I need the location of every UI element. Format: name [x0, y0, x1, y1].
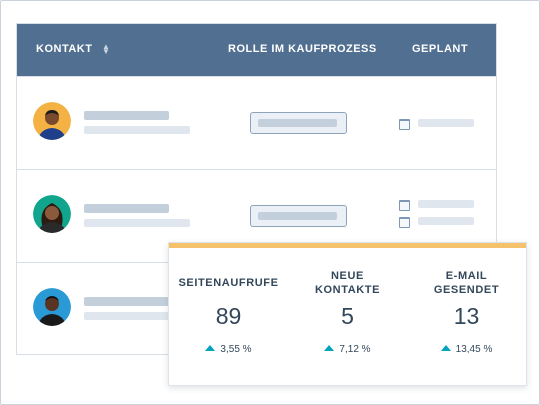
contact-name-placeholder [84, 204, 169, 213]
stat-label: NEUE KONTAKTE [314, 270, 381, 296]
column-header-role: ROLLE IM KAUFPROZESS [228, 43, 377, 55]
stat-emails-sent: E-MAIL GESENDET 13 13,45 % [407, 269, 526, 355]
trend-up-icon [440, 345, 451, 351]
stat-change-value: 7,12 % [339, 344, 371, 355]
stat-change-value: 3,55 % [220, 344, 252, 355]
stat-label: E-MAIL GESENDET [433, 270, 500, 296]
table-row[interactable] [17, 169, 496, 262]
avatar [33, 102, 71, 140]
column-header-planned: GEPLANT [412, 43, 469, 55]
contact-detail-placeholder [84, 219, 190, 227]
contact-detail-placeholder [84, 126, 190, 134]
column-header-contact[interactable]: KONTAKT ▲ ▼ [36, 42, 111, 57]
sort-icon[interactable]: ▲ ▼ [102, 42, 111, 57]
planned-item-placeholder [418, 119, 474, 127]
trend-up-icon [205, 345, 216, 351]
avatar [33, 195, 71, 233]
stat-change-value: 13,45 % [455, 344, 493, 355]
planned-item-placeholder [418, 200, 474, 208]
stat-new-contacts: NEUE KONTAKTE 5 7,12 % [288, 269, 407, 355]
role-select[interactable] [250, 205, 347, 227]
trend-up-icon [324, 345, 335, 351]
avatar [33, 288, 71, 326]
stat-value: 89 [215, 303, 242, 329]
stat-change: 3,55 % [169, 344, 288, 355]
contact-name-placeholder [84, 297, 169, 306]
stat-label: SEITENAUFRUFE [178, 277, 279, 289]
column-header-contact-label: KONTAKT [36, 43, 93, 55]
table-row[interactable] [17, 76, 496, 169]
calendar-icon [399, 119, 410, 130]
stat-value: 13 [453, 303, 480, 329]
contact-name-placeholder [84, 111, 169, 120]
contacts-table: KONTAKT ▲ ▼ ROLLE IM KAUFPROZESS GEPLANT [16, 23, 497, 355]
contact-detail-placeholder [84, 312, 190, 320]
calendar-icon [399, 200, 410, 211]
stats-card: SEITENAUFRUFE 89 3,55 % NEUE KONTAKTE 5 … [168, 242, 527, 386]
role-select[interactable] [250, 112, 347, 134]
stat-change: 13,45 % [407, 344, 526, 355]
calendar-icon [399, 217, 410, 228]
table-header: KONTAKT ▲ ▼ ROLLE IM KAUFPROZESS GEPLANT [17, 24, 496, 76]
stat-change: 7,12 % [288, 344, 407, 355]
stat-page-views: SEITENAUFRUFE 89 3,55 % [169, 269, 288, 355]
planned-item-placeholder [418, 217, 474, 225]
stat-value: 5 [341, 303, 354, 329]
card-accent-bar [169, 243, 526, 248]
